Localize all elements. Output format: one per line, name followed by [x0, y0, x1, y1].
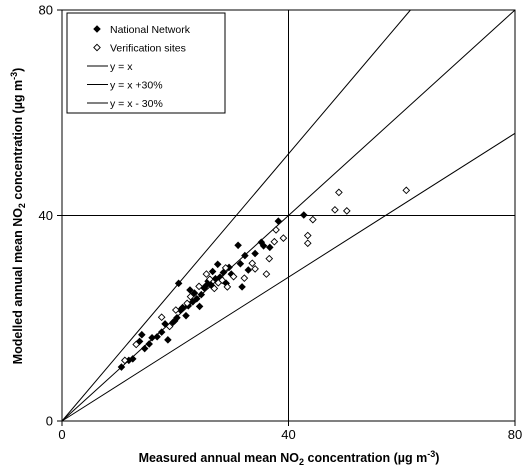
national-network-point-39	[234, 241, 242, 250]
x-tick-label-40: 40	[281, 427, 295, 442]
national-network-point-46	[259, 242, 268, 250]
verification-site-point-22	[270, 237, 279, 246]
verification-site-point-3	[157, 313, 166, 322]
y-tick-label-40: 40	[39, 208, 53, 223]
verification-site-point-24	[279, 234, 288, 242]
x-tick-label-0: 0	[58, 427, 65, 442]
national-network-point-19	[182, 311, 190, 320]
legend-marker-2	[93, 43, 101, 52]
verification-site-point-1	[121, 356, 129, 365]
national-network-point-15	[173, 313, 181, 322]
national-network-point-21	[186, 286, 194, 294]
verification-site-point-9	[202, 270, 211, 278]
verification-site-point-21	[265, 254, 274, 263]
legend-label-2: Verification sites	[110, 43, 186, 55]
national-network-point-33	[213, 260, 222, 269]
verification-site-point-30	[342, 207, 351, 215]
verification-site-point-27	[309, 215, 317, 224]
legend: National Network Verification sites y = x y…	[66, 12, 226, 114]
verification-site-point-20	[262, 270, 271, 278]
legend-label-1: National Network	[110, 24, 191, 36]
national-network-point-44	[251, 249, 259, 258]
national-network-point-24	[193, 294, 201, 303]
national-network-point-31	[208, 267, 217, 276]
verification-site-point-6	[183, 299, 191, 308]
national-network-point-40	[236, 260, 245, 268]
verification-site-point-4	[165, 322, 174, 331]
data-points	[117, 186, 411, 371]
national-network-point-25	[195, 302, 204, 311]
national-network-point-23	[190, 289, 199, 297]
national-network-point-11	[161, 320, 169, 328]
national-network-point-1	[117, 363, 126, 371]
verification-site-point-23	[272, 226, 280, 234]
y-tick-label-0: 0	[46, 414, 53, 429]
national-network-point-26	[197, 290, 206, 299]
national-network-point-3	[129, 355, 137, 363]
verification-site-point-18	[248, 259, 257, 268]
verification-site-point-16	[229, 272, 238, 281]
national-network-point-10	[157, 328, 166, 336]
verification-site-point-5	[171, 306, 180, 314]
national-network-point-5	[138, 330, 146, 339]
national-network-point-18	[178, 303, 187, 312]
national-network-point-12	[164, 336, 172, 344]
legend-label-5: y = x - 30%	[110, 98, 163, 110]
verification-site-point-7	[186, 292, 195, 301]
verification-site-point-17	[240, 274, 249, 283]
verification-site-point-13	[218, 276, 227, 285]
national-network-point-49	[300, 211, 308, 219]
axis-ticks: 0 40 80 0 40 80	[39, 3, 523, 443]
x-tick-label-80: 80	[508, 427, 522, 442]
verification-site-point-26	[303, 239, 312, 248]
verification-site-point-10	[205, 275, 214, 284]
national-network-point-42	[241, 251, 249, 260]
verification-site-point-31	[402, 186, 411, 195]
national-network-point-47	[266, 243, 274, 252]
national-network-point-48	[274, 217, 283, 225]
national-network-point-16	[174, 279, 183, 288]
verification-site-point-2	[132, 340, 141, 349]
legend-label-4: y = x +30%	[110, 80, 163, 92]
legend-label-3: y = x	[110, 61, 133, 73]
verification-site-point-29	[335, 188, 343, 197]
national-network-point-6	[140, 344, 149, 353]
y-tick-label-80: 80	[39, 3, 53, 18]
reference-line-2	[61, 9, 411, 422]
national-network-point-8	[148, 334, 156, 342]
verification-site-point-11	[210, 284, 219, 293]
national-network-point-43	[244, 266, 253, 274]
reference-line-3	[61, 132, 516, 422]
national-network-point-9	[153, 332, 161, 341]
legend-box	[66, 12, 226, 114]
national-network-point-22	[189, 298, 197, 306]
reference-lines	[61, 9, 516, 422]
national-network-point-41	[238, 283, 246, 291]
verification-site-point-14	[221, 264, 230, 272]
reference-line-1	[61, 9, 516, 422]
verification-site-point-19	[251, 265, 259, 273]
national-network-point-7	[145, 340, 153, 348]
x-axis-title: Measured annual mean NO2 concentration (…	[139, 449, 440, 467]
verification-site-point-8	[195, 282, 203, 291]
legend-items: National Network Verification sites y = x y…	[87, 24, 191, 110]
verification-site-point-25	[303, 231, 312, 240]
legend-marker-1	[93, 25, 101, 33]
verification-site-point-28	[331, 206, 339, 214]
y-axis-title: Modelled annual mean NO2 concentration (…	[9, 68, 27, 365]
verification-site-point-15	[223, 283, 232, 291]
